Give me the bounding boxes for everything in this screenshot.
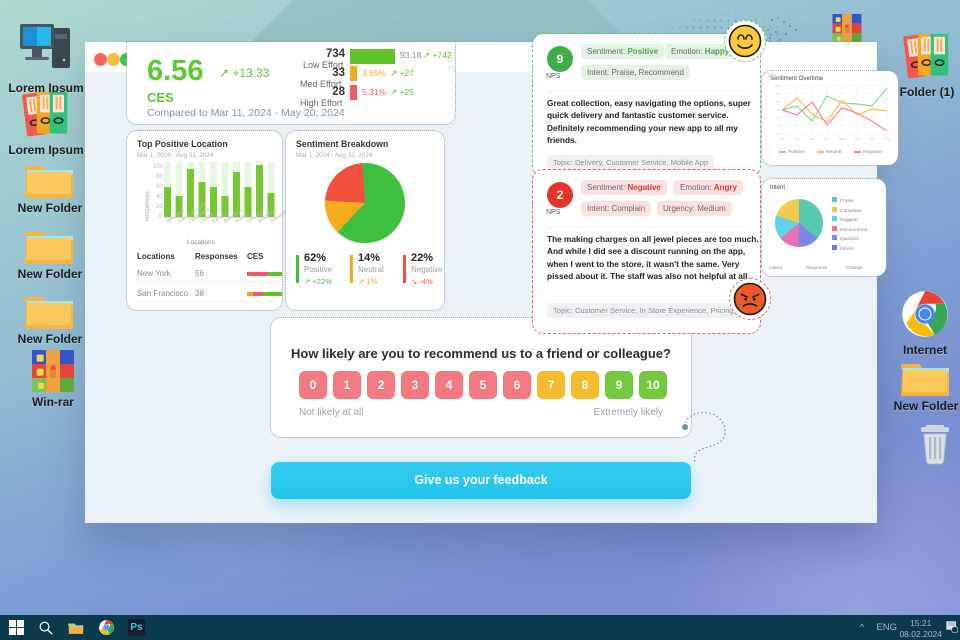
svg-text:Apr: Apr — [825, 137, 831, 141]
svg-text:80: 80 — [776, 92, 780, 96]
svg-text:Jul: Jul — [870, 137, 874, 141]
svg-text:0: 0 — [778, 124, 780, 128]
svg-text:60: 60 — [776, 100, 780, 104]
svg-text:100: 100 — [775, 84, 781, 88]
svg-text:Jun: Jun — [854, 137, 859, 141]
svg-text:Feb: Feb — [794, 137, 800, 141]
svg-text:Jan: Jan — [779, 137, 784, 141]
svg-text:40: 40 — [776, 108, 780, 112]
svg-text:Aug: Aug — [884, 137, 890, 141]
svg-text:May: May — [839, 137, 845, 141]
svg-text:Mar: Mar — [809, 137, 815, 141]
svg-text:20: 20 — [776, 116, 780, 120]
svg-text:-20: -20 — [775, 132, 780, 136]
